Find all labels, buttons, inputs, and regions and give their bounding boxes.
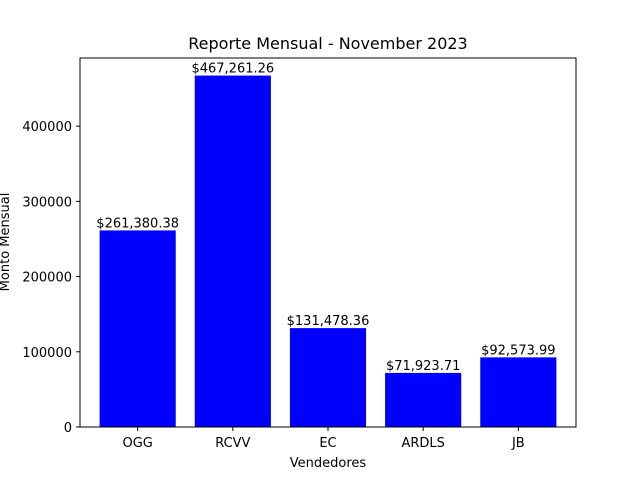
x-tick-label: ARDLS <box>401 436 444 451</box>
x-tick-label: OGG <box>122 436 152 451</box>
x-tick-label: RCVV <box>215 436 250 451</box>
bar-rcvv <box>194 75 271 427</box>
bar-value-label: $261,380.38 <box>96 216 179 231</box>
y-tick-label: 300000 <box>22 195 72 210</box>
y-tick-label: 400000 <box>22 120 72 135</box>
bar-value-label: $131,478.36 <box>287 314 370 329</box>
bar-value-labels: $261,380.38 $467,261.26 $131,478.36 $71,923… <box>96 62 555 374</box>
x-axis: OGG RCVV EC ARDLS JB <box>122 427 525 451</box>
x-axis-label: Vendedores <box>290 456 367 471</box>
bar-value-label: $92,573.99 <box>481 343 555 358</box>
y-axis-label: Monto Mensual <box>0 193 13 292</box>
bar-value-label: $467,261.26 <box>191 62 274 77</box>
bar-ardls <box>385 372 462 427</box>
bar-value-label: $71,923.71 <box>386 359 460 374</box>
bars <box>99 75 557 427</box>
bar-ec <box>289 328 367 427</box>
x-tick-label: JB <box>511 436 525 451</box>
y-tick-label: 200000 <box>22 271 72 286</box>
x-tick-label: EC <box>319 436 336 451</box>
bar-ogg <box>99 230 176 427</box>
plot-frame <box>79 57 577 428</box>
bar-jb <box>480 357 557 427</box>
y-axis: 0 100000 200000 300000 400000 <box>22 120 80 436</box>
y-tick-label: 100000 <box>22 346 72 361</box>
y-tick-label: 0 <box>64 421 72 436</box>
chart-title: Reporte Mensual - November 2023 <box>188 34 467 53</box>
